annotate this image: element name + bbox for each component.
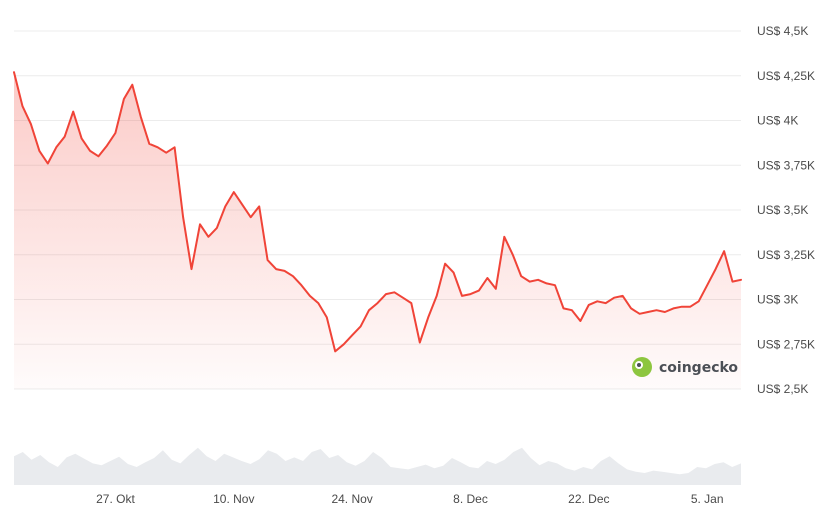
- coingecko-watermark: coingecko: [632, 357, 738, 377]
- y-tick-label: US$ 3,5K: [757, 203, 808, 217]
- x-tick-label: 8. Dec: [453, 492, 488, 506]
- price-line: [13, 71, 742, 353]
- y-tick-label: US$ 3,75K: [757, 158, 815, 172]
- y-tick-label: US$ 2,5K: [757, 382, 808, 396]
- price-area: [14, 72, 741, 389]
- y-tick-label: US$ 4K: [757, 114, 798, 128]
- volume-area: [14, 447, 741, 485]
- y-tick-label: US$ 3K: [757, 293, 798, 307]
- y-tick-label: US$ 4,25K: [757, 69, 815, 83]
- watermark-text: coingecko: [659, 360, 738, 376]
- y-tick-label: US$ 3,25K: [757, 248, 815, 262]
- y-axis: US$ 4,5K US$ 4,25K US$ 4K US$ 3,75K US$ 3,5K…: [757, 24, 815, 396]
- volume-bars: [14, 447, 741, 485]
- x-tick-label: 5. Jan: [691, 492, 724, 506]
- x-tick-label: 22. Dec: [568, 492, 609, 506]
- x-tick-label: 27. Okt: [96, 492, 135, 506]
- y-tick-label: US$ 4,5K: [757, 24, 808, 38]
- price-area-fill: [14, 72, 741, 389]
- y-tick-label: US$ 2,75K: [757, 337, 815, 351]
- gecko-logo-pupil: [637, 363, 641, 367]
- x-tick-label: 24. Nov: [331, 492, 372, 506]
- x-axis: 27. Okt 10. Nov 24. Nov 8. Dec 22. Dec 5. Jan: [96, 492, 723, 506]
- price-series-line: [13, 71, 742, 353]
- x-tick-label: 10. Nov: [213, 492, 254, 506]
